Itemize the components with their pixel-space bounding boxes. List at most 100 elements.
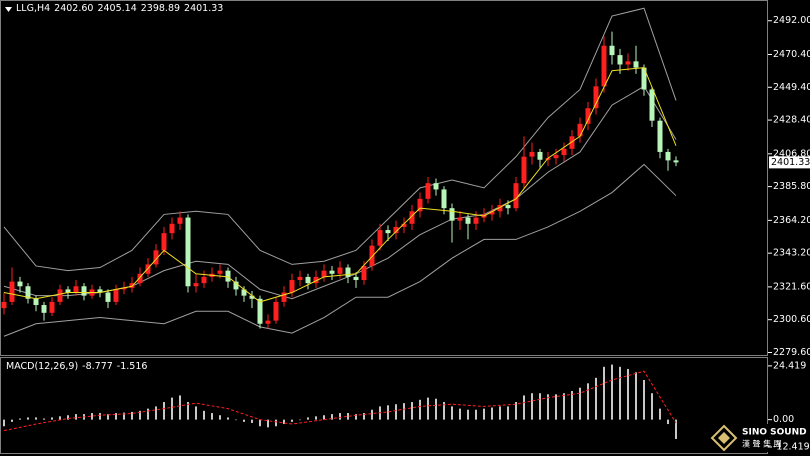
candle-body: [265, 320, 271, 324]
candle-body: [361, 265, 367, 281]
candle-body: [137, 273, 143, 284]
logo-name: SINO SOUND: [742, 428, 807, 438]
y-tick-label: 2449.40: [773, 82, 810, 93]
candle-body: [457, 217, 463, 221]
candle-body: [233, 281, 239, 290]
macd-bar: [475, 409, 477, 420]
macd-bar: [587, 383, 589, 420]
candle-body: [81, 286, 87, 296]
candle-body: [569, 136, 575, 149]
macd-header: MACD(12,26,9) -8.777 -1.516: [6, 361, 147, 372]
logo-icon: [710, 424, 738, 452]
macd-bar: [259, 419, 261, 427]
macd-bar: [419, 399, 421, 420]
macd-label: MACD(12,26,9): [6, 361, 79, 372]
last-price-tag: [769, 156, 810, 169]
candle-body: [577, 123, 583, 137]
candle-body: [473, 217, 479, 224]
macd-bar: [307, 417, 309, 420]
y-tick-label: 2364.20: [773, 215, 810, 226]
macd-bar: [251, 419, 253, 423]
symbol: LLG,H4: [16, 3, 51, 14]
macd-bar: [219, 415, 221, 420]
candle-body: [393, 226, 399, 234]
last-price-label: 2401.33: [771, 157, 810, 168]
y-tick-label: 2406.80: [773, 148, 810, 159]
macd-bar: [123, 412, 125, 420]
candle-body: [73, 286, 79, 293]
candle-body: [649, 89, 655, 121]
macd-bar: [179, 395, 181, 420]
macd-bar: [571, 391, 573, 420]
macd-bar: [195, 406, 197, 420]
macd-bar: [451, 406, 453, 420]
candle-body: [65, 289, 71, 293]
candle-body: [601, 45, 607, 87]
candle-body: [273, 301, 279, 321]
candle-body: [57, 289, 63, 302]
candle-body: [297, 276, 303, 281]
macd-bar: [611, 364, 613, 420]
macd-bar: [51, 417, 53, 420]
macd-bar: [579, 387, 581, 420]
macd-bar: [555, 394, 557, 420]
candle-body: [433, 183, 439, 190]
menu-arrow: [5, 7, 12, 12]
candle-body: [385, 230, 391, 234]
macd-y-tick-label: 0.00: [773, 414, 794, 425]
macd-bar: [115, 413, 117, 420]
candle-body: [257, 298, 263, 324]
candle-body: [657, 120, 663, 152]
macd-bar: [603, 366, 605, 420]
logo-icon-inner: [718, 432, 730, 444]
macd-bar: [75, 414, 77, 420]
candle-body: [241, 289, 247, 296]
candle-body: [49, 301, 55, 313]
macd-bar: [523, 395, 525, 420]
y-tick-label: 2470.40: [773, 49, 810, 60]
candle-body: [121, 287, 127, 290]
candle-body: [441, 189, 447, 209]
macd-bar: [59, 416, 61, 420]
macd-bar: [275, 419, 277, 427]
candle-body: [321, 270, 327, 277]
candle-body: [345, 267, 351, 277]
candle-body: [513, 183, 519, 209]
candle-body: [625, 61, 631, 65]
macd-reading: -1.516: [116, 361, 148, 372]
candle-body: [225, 270, 231, 282]
candle-body: [465, 217, 471, 224]
macd-bar: [467, 409, 469, 420]
macd-bar: [411, 402, 413, 420]
macd-bar: [11, 419, 13, 422]
macd-bar: [331, 414, 333, 420]
candle-body: [1, 301, 7, 309]
macd-bar: [323, 415, 325, 420]
macd-bar: [155, 406, 157, 420]
candle-body: [329, 270, 335, 274]
y-tick-label: 2385.80: [773, 181, 810, 192]
macd-bar: [315, 416, 317, 420]
macd-bar: [667, 419, 669, 425]
macd-bar: [643, 380, 645, 420]
y-tick-label: 2321.60: [773, 281, 810, 292]
macd-bar: [339, 413, 341, 420]
macd-bar: [635, 372, 637, 420]
candle-body: [313, 276, 319, 284]
macd-bar: [627, 369, 629, 420]
moving-average: [3, 67, 677, 303]
macd-bar: [131, 411, 133, 420]
candle-body: [17, 281, 23, 287]
candle-body: [97, 289, 103, 293]
candle-body: [33, 298, 39, 306]
macd-bar: [507, 406, 509, 420]
candle-body: [145, 264, 151, 274]
macd-bar: [67, 415, 69, 420]
macd-bar: [283, 419, 285, 425]
y-tick-label: 2492.00: [773, 15, 810, 26]
candle-body: [497, 205, 503, 212]
macd-bar: [491, 407, 493, 420]
y-tick-label: 2279.60: [773, 347, 810, 358]
bollinger-lower: [3, 163, 677, 337]
